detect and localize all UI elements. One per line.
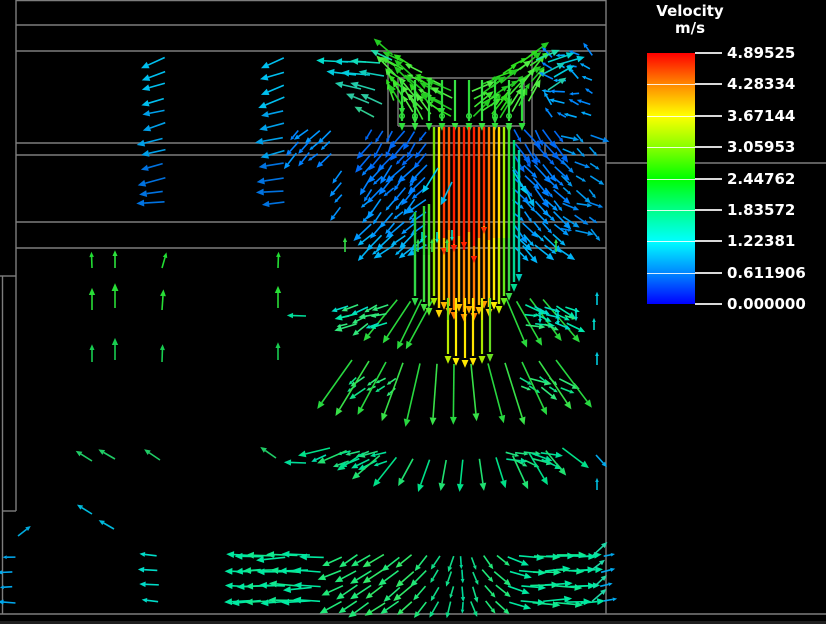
legend-tick-label: 3.05953	[727, 138, 796, 157]
legend: Velocity m/s 4.89525 4.28334 3.67144 3.0595…	[630, 0, 826, 330]
legend-tick	[695, 83, 722, 86]
legend-tick-label: 2.44762	[727, 169, 796, 188]
legend-tick	[695, 52, 722, 54]
legend-tick	[695, 303, 722, 305]
legend-title: Velocity	[656, 2, 724, 20]
colorbar-separator	[647, 241, 695, 243]
legend-tick	[695, 271, 722, 274]
colorbar-separator	[647, 209, 695, 211]
legend-tick-label: 1.83572	[727, 200, 796, 219]
legend-tick	[695, 146, 722, 149]
colorbar-separator	[647, 272, 695, 274]
legend-tick	[695, 208, 722, 211]
legend-tick	[695, 114, 722, 117]
colorbar-separator	[647, 115, 695, 117]
colorbar-separator	[647, 147, 695, 149]
colorbar-separator	[647, 178, 695, 180]
colorbar-separator	[647, 84, 695, 86]
legend-tick	[695, 177, 722, 180]
legend-tick-label: 0.000000	[727, 295, 806, 313]
legend-units: m/s	[674, 19, 706, 37]
legend-tick	[695, 240, 722, 243]
window-bottom-edge	[0, 621, 826, 624]
legend-tick-label: 3.67144	[727, 106, 796, 125]
legend-colorbar	[647, 53, 695, 304]
legend-tick-label: 0.611906	[727, 263, 806, 282]
legend-tick-label: 4.89525	[727, 44, 796, 62]
legend-tick-label: 1.22381	[727, 232, 796, 251]
legend-tick-label: 4.28334	[727, 75, 796, 94]
